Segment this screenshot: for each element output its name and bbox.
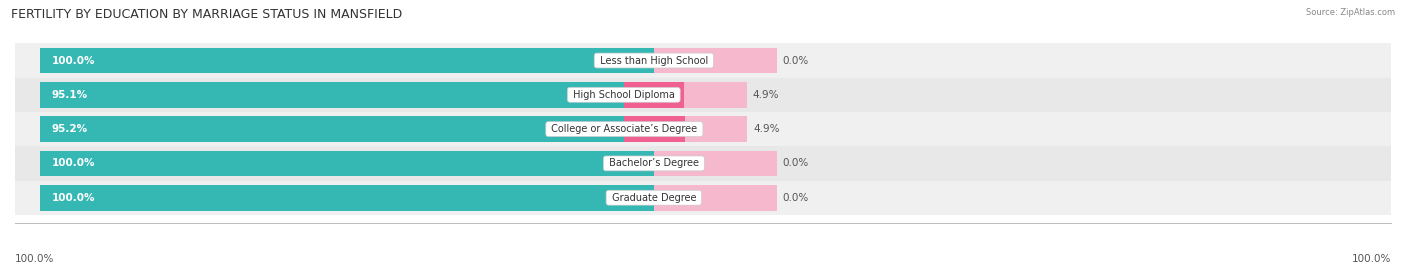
Bar — [39, 48, 654, 73]
Text: High School Diploma: High School Diploma — [569, 90, 678, 100]
Bar — [624, 82, 683, 108]
Text: 100.0%: 100.0% — [52, 193, 96, 203]
Bar — [39, 116, 624, 142]
Text: 0.0%: 0.0% — [783, 193, 808, 203]
Bar — [39, 82, 624, 108]
Text: FERTILITY BY EDUCATION BY MARRIAGE STATUS IN MANSFIELD: FERTILITY BY EDUCATION BY MARRIAGE STATU… — [11, 8, 402, 21]
Text: 0.0%: 0.0% — [783, 55, 808, 66]
Text: 95.1%: 95.1% — [52, 90, 89, 100]
Text: 100.0%: 100.0% — [1351, 254, 1391, 264]
Bar — [654, 185, 776, 211]
Bar — [15, 78, 1391, 112]
Text: 4.9%: 4.9% — [754, 124, 780, 134]
Text: 100.0%: 100.0% — [52, 55, 96, 66]
Text: 95.2%: 95.2% — [52, 124, 89, 134]
Bar — [15, 180, 1391, 215]
Bar — [654, 48, 776, 73]
Text: 0.0%: 0.0% — [783, 158, 808, 168]
Text: 4.9%: 4.9% — [752, 90, 779, 100]
Bar — [654, 151, 776, 176]
Bar — [39, 185, 654, 211]
Bar — [15, 112, 1391, 146]
Bar — [624, 82, 747, 108]
Text: 100.0%: 100.0% — [15, 254, 55, 264]
Text: College or Associate’s Degree: College or Associate’s Degree — [548, 124, 700, 134]
Text: Bachelor’s Degree: Bachelor’s Degree — [606, 158, 702, 168]
Text: Less than High School: Less than High School — [596, 55, 711, 66]
Text: Graduate Degree: Graduate Degree — [609, 193, 699, 203]
Bar — [624, 116, 747, 142]
Bar — [624, 116, 685, 142]
Text: Source: ZipAtlas.com: Source: ZipAtlas.com — [1306, 8, 1395, 17]
Bar — [39, 151, 654, 176]
Bar — [15, 146, 1391, 180]
Bar — [15, 43, 1391, 78]
Text: 100.0%: 100.0% — [52, 158, 96, 168]
